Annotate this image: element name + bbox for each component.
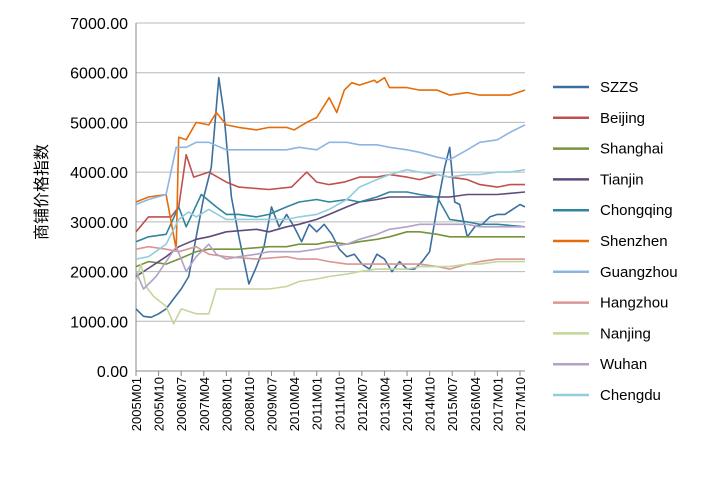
- y-tick-label: 0.00: [97, 364, 128, 381]
- legend-label: Chengdu: [600, 387, 661, 404]
- x-tick-label: 2008M10: [242, 377, 257, 431]
- y-tick-label: 6000.00: [70, 66, 128, 83]
- legend-label: Guangzhou: [600, 264, 678, 281]
- legend-label: Nanjing: [600, 325, 651, 342]
- x-tick-label: 2014M01: [400, 377, 415, 431]
- x-tick-label: 2015M07: [445, 377, 460, 431]
- series-line-hangzhou: [135, 245, 525, 270]
- y-tick-label: 4000.00: [70, 165, 128, 182]
- y-axis-title: 商铺价格指数: [33, 144, 51, 240]
- x-tick-label: 2006M07: [174, 377, 189, 431]
- series-line-chengdu: [135, 168, 526, 260]
- x-tick-label: 2017M01: [490, 377, 505, 431]
- legend-label: Hangzhou: [600, 295, 668, 312]
- x-tick-label: 2017M10: [513, 377, 528, 431]
- x-tick-label: 2007M04: [197, 377, 212, 431]
- gridlines: [135, 22, 525, 372]
- y-tick-label: 2000.00: [70, 265, 128, 282]
- legend-label: Chongqing: [600, 202, 673, 219]
- series-line-szzs: [135, 76, 526, 319]
- x-tick-label: 2011M10: [332, 377, 347, 430]
- series-line-shenzhen: [135, 76, 526, 250]
- series-lines: [135, 76, 526, 325]
- legend-label: Wuhan: [600, 356, 647, 373]
- series-line-chongqing: [135, 191, 526, 243]
- series-line-shanghai: [135, 231, 525, 268]
- legend-label: Tianjin: [600, 171, 644, 188]
- x-tick-label: 2016M04: [468, 377, 483, 431]
- series-line-guangzhou: [135, 124, 526, 206]
- series-line-tianjin: [135, 191, 526, 278]
- y-axis-ticks: 0.00 1000.00 2000.00 3000.00 4000.00 5000.00 6…: [70, 16, 128, 381]
- series-line-nanjing: [135, 260, 525, 325]
- y-tick-label: 5000.00: [70, 115, 128, 132]
- x-tick-label: 2010M04: [287, 377, 302, 431]
- x-tick-label: 2013M04: [377, 377, 392, 431]
- legend-label: Shenzhen: [600, 233, 668, 250]
- x-tick-label: 2008M01: [219, 377, 234, 431]
- x-tick-label: 2012M07: [355, 377, 370, 431]
- y-tick-label: 1000.00: [70, 314, 128, 331]
- x-tick-label: 2005M10: [152, 377, 167, 431]
- x-tick-label: 2011M01: [310, 377, 325, 430]
- legend: SZZS Beijing Shanghai Tianjin Chongqing Shenz…: [553, 79, 678, 404]
- x-tick-label: 2005M01: [129, 377, 144, 431]
- series-line-beijing: [135, 153, 525, 233]
- y-tick-label: 7000.00: [70, 16, 128, 33]
- series-line-wuhan: [135, 223, 525, 290]
- x-axis-ticks: 2005M01 2005M10 2006M07 2007M04 2008M01 2008M…: [129, 371, 528, 431]
- x-tick-label: 2014M10: [423, 377, 438, 431]
- legend-label: Shanghai: [600, 141, 663, 158]
- legend-label: SZZS: [600, 79, 638, 96]
- legend-label: Beijing: [600, 110, 645, 127]
- x-tick-label: 2009M07: [265, 377, 280, 431]
- y-tick-label: 3000.00: [70, 215, 128, 232]
